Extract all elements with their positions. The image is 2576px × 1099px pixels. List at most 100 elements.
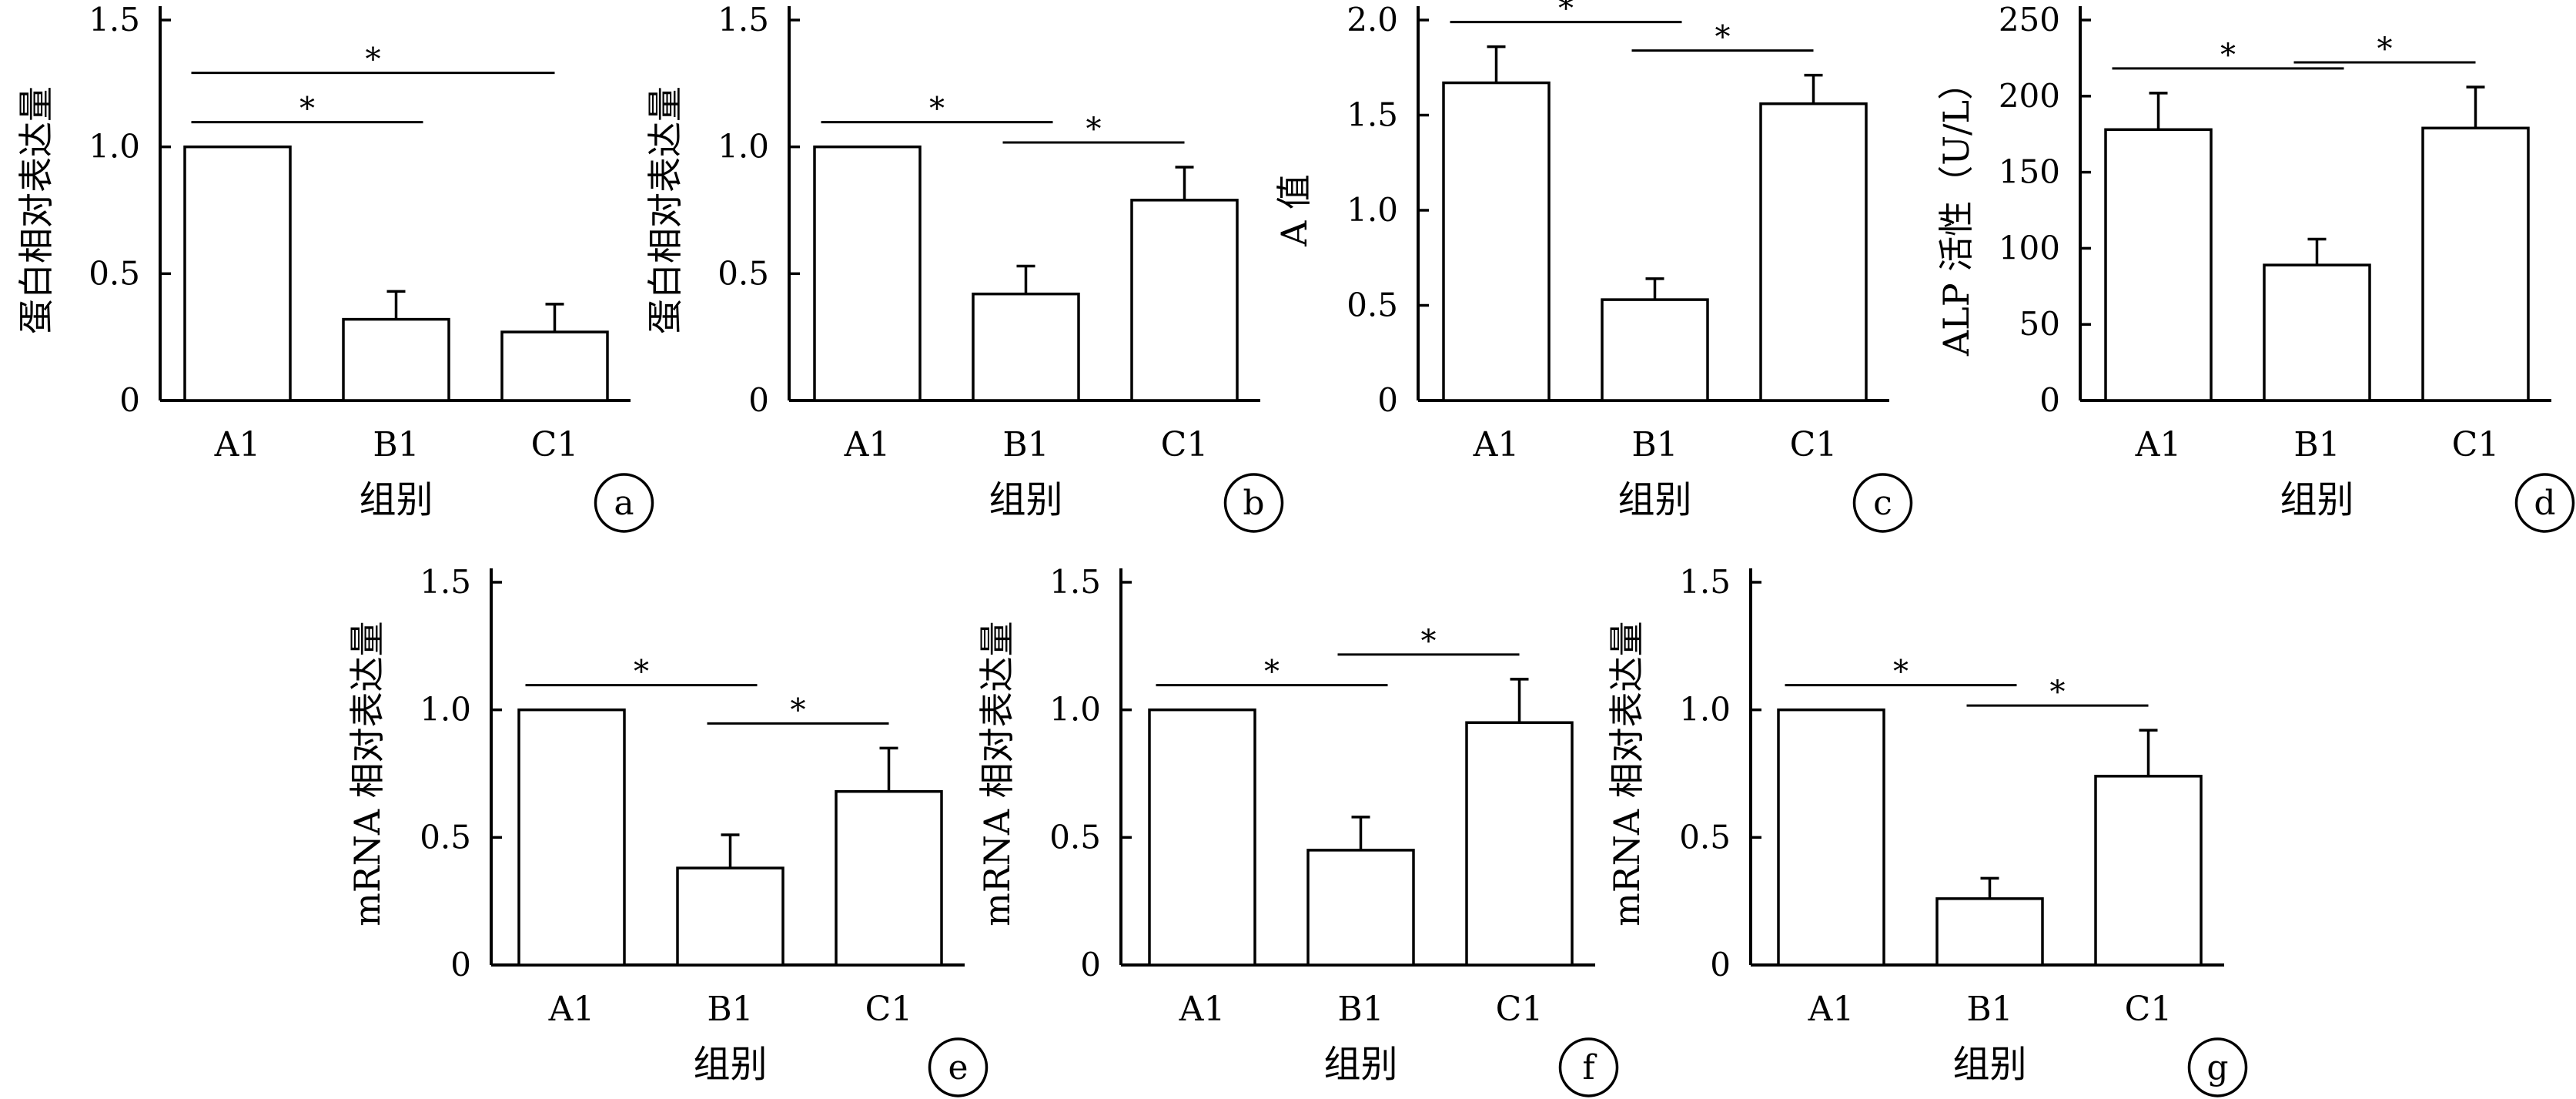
x-tick-label: A1 <box>1179 990 1226 1029</box>
bar-C1 <box>2421 126 2530 402</box>
significance-star: * <box>634 655 649 690</box>
panel-label: e <box>948 1048 968 1087</box>
y-tick-label: 1.5 <box>718 1 769 39</box>
bar-B1 <box>676 866 785 967</box>
x-tick-label: C1 <box>865 990 913 1029</box>
significance-star: * <box>1264 655 1280 690</box>
x-tick-label: B1 <box>2293 425 2340 464</box>
y-tick-label: 0 <box>748 381 769 419</box>
x-tick-label: B1 <box>707 990 753 1029</box>
significance-star: * <box>2377 32 2393 67</box>
x-tick-label: A1 <box>2135 425 2182 464</box>
y-tick-label: 1.0 <box>89 128 140 166</box>
y-tick-label: 1.5 <box>1679 563 1731 601</box>
y-axis-label: 蛋白相对表达量 <box>644 86 686 334</box>
y-tick-label: 0.5 <box>1049 818 1101 856</box>
significance-star: * <box>791 692 806 728</box>
panel-label-circle <box>1558 1037 1619 1097</box>
significance-star: * <box>366 42 381 78</box>
bar-B1 <box>342 317 450 402</box>
x-tick-label: B1 <box>1631 425 1678 464</box>
x-tick-label: A1 <box>844 425 891 464</box>
x-tick-label: C1 <box>531 425 579 464</box>
panel-label: f <box>1582 1048 1597 1087</box>
x-tick-label: C1 <box>1161 425 1209 464</box>
significance-star: * <box>1086 112 1102 147</box>
x-tick-label: C1 <box>2452 425 2500 464</box>
bar-A1 <box>1777 708 1885 967</box>
y-tick-label: 1.0 <box>1679 691 1731 729</box>
x-axis-label: 组别 <box>989 478 1062 521</box>
y-tick-label: 0.5 <box>1679 818 1731 856</box>
y-tick-label: 1.5 <box>1347 96 1398 134</box>
bar-C1 <box>1465 721 1574 967</box>
x-tick-label: B1 <box>1966 990 2012 1029</box>
y-tick-label: 1.0 <box>420 691 471 729</box>
bar-B1 <box>1306 849 1415 967</box>
panel-label: g <box>2206 1048 2228 1087</box>
bar-A1 <box>1148 708 1256 967</box>
x-axis-label: 组别 <box>1952 1043 2026 1086</box>
panel-label-circle <box>594 473 654 533</box>
significance-star: * <box>929 92 945 127</box>
panel-label: c <box>1873 484 1892 523</box>
y-tick-label: 2.0 <box>1347 1 1398 39</box>
y-tick-label: 0.5 <box>89 254 140 292</box>
chart-panel-d: 0 50 100 150 200 250 A1 B1 C1 * * ALP 活性（U/L） 组别 d <box>1935 1 2575 533</box>
y-tick-label: 0 <box>1377 381 1398 419</box>
y-tick-label: 0 <box>1710 946 1731 983</box>
bar-A1 <box>2104 128 2213 402</box>
y-tick-label: 0.5 <box>1347 286 1398 324</box>
x-tick-label: C1 <box>2125 990 2173 1029</box>
x-axis-label: 组别 <box>2280 478 2354 521</box>
significance-star: * <box>1558 0 1574 27</box>
bar-A1 <box>813 145 922 402</box>
y-tick-label: 50 <box>2019 305 2060 343</box>
panel-label-circle <box>928 1037 989 1097</box>
y-axis-label: mRNA 相对表达量 <box>976 621 1018 926</box>
y-tick-label: 1.5 <box>420 563 471 601</box>
bar-A1 <box>183 145 292 402</box>
y-axis-label: A 值 <box>1273 174 1315 247</box>
y-axis-label: 蛋白相对表达量 <box>15 86 57 334</box>
y-tick-label: 1.0 <box>1347 191 1398 229</box>
bar-C1 <box>1130 199 1239 402</box>
y-tick-label: 0 <box>2039 381 2060 419</box>
y-tick-label: 1.5 <box>1049 563 1101 601</box>
panel-label: b <box>1243 484 1264 523</box>
bar-C1 <box>2094 775 2203 967</box>
x-tick-label: C1 <box>1496 990 1544 1029</box>
y-tick-label: 0.5 <box>718 254 769 292</box>
x-tick-label: B1 <box>1002 425 1049 464</box>
x-tick-label: A1 <box>1473 425 1520 464</box>
bar-B1 <box>972 292 1080 402</box>
panel-label-circle <box>1852 473 1913 533</box>
bar-C1 <box>1759 102 1868 402</box>
x-tick-label: C1 <box>1790 425 1838 464</box>
y-axis-label: mRNA 相对表达量 <box>1606 621 1648 926</box>
y-tick-label: 0 <box>1080 946 1101 983</box>
bar-A1 <box>517 708 626 967</box>
x-tick-label: B1 <box>1337 990 1383 1029</box>
x-tick-label: B1 <box>373 425 419 464</box>
y-tick-label: 1.0 <box>1049 691 1101 729</box>
y-tick-label: 1.0 <box>718 128 769 166</box>
x-axis-label: 组别 <box>1323 1043 1397 1086</box>
x-tick-label: A1 <box>214 425 261 464</box>
y-tick-label: 0 <box>450 946 471 983</box>
bar-C1 <box>835 789 943 967</box>
panel-label-circle <box>2514 473 2575 533</box>
x-axis-label: 组别 <box>693 1043 767 1086</box>
bar-B1 <box>1935 897 2044 967</box>
y-tick-label: 100 <box>1999 229 2060 266</box>
y-tick-label: 0.5 <box>420 818 471 856</box>
significance-star: * <box>1421 624 1437 659</box>
y-axis-label: mRNA 相对表达量 <box>346 621 388 926</box>
significance-star: * <box>2220 38 2236 73</box>
chart-panel-c: 0 0.5 1.0 1.5 2.0 A1 B1 C1 * * A 值组别 c <box>1273 0 1913 533</box>
